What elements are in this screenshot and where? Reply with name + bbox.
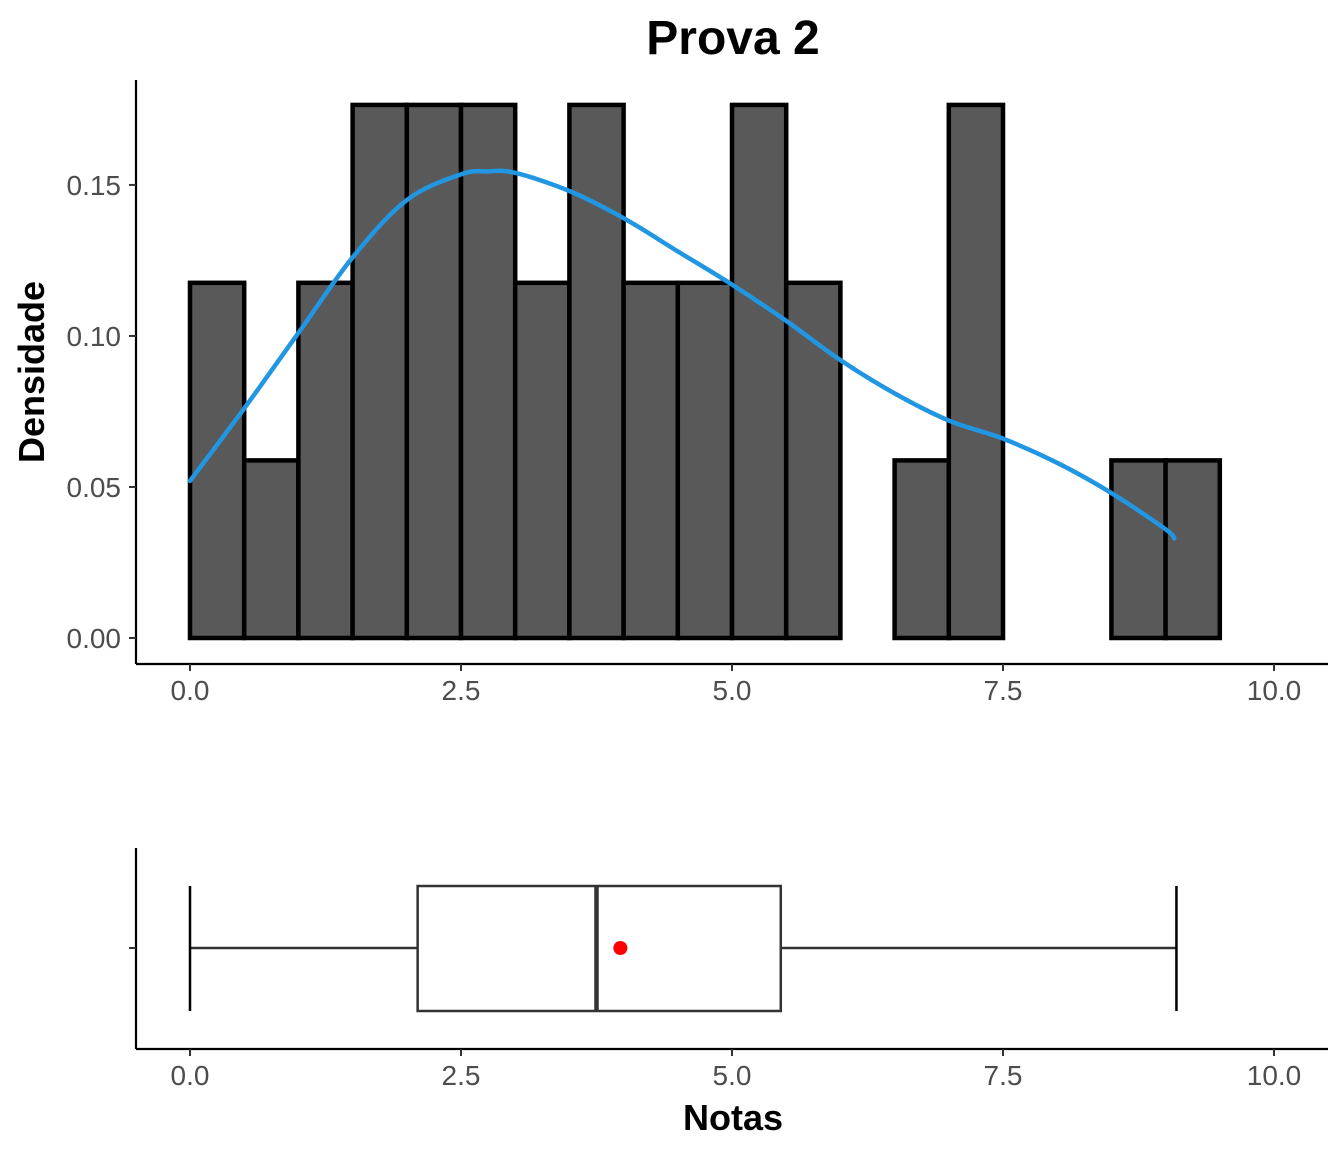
x-tick-label: 2.5 bbox=[442, 675, 481, 706]
boxplot-x-tick-label: 2.5 bbox=[442, 1060, 481, 1091]
boxplot-x-tick-label: 5.0 bbox=[713, 1060, 752, 1091]
boxplot-x-tick-label: 10.0 bbox=[1247, 1060, 1302, 1091]
histogram-bar bbox=[1109, 458, 1168, 641]
histogram-bar bbox=[187, 280, 247, 641]
density-curve bbox=[187, 168, 1177, 541]
boxplot-panel: 0.0 2.5 5.0 7.5 10.0 bbox=[129, 848, 1328, 1091]
x-tick-label: 10.0 bbox=[1247, 675, 1302, 706]
histogram-bar bbox=[783, 280, 843, 641]
boxplot-x-tick-label: 7.5 bbox=[984, 1060, 1023, 1091]
y-tick-label: 0.15 bbox=[67, 170, 122, 201]
y-tick-label: 0.10 bbox=[67, 321, 122, 352]
x-tick-label: 7.5 bbox=[984, 675, 1023, 706]
boxplot-x-tick-label: 0.0 bbox=[171, 1060, 210, 1091]
histogram-bar bbox=[241, 458, 301, 641]
x-tick-label: 0.0 bbox=[171, 675, 210, 706]
histogram-bar bbox=[621, 280, 681, 641]
iqr-box bbox=[416, 884, 783, 1013]
chart-title: Prova 2 bbox=[646, 12, 819, 65]
mean-point bbox=[613, 941, 628, 955]
histogram-bar bbox=[350, 102, 410, 641]
histogram-bar bbox=[512, 280, 572, 641]
y-tick-label: 0.00 bbox=[67, 623, 122, 654]
histogram-bar bbox=[892, 458, 952, 641]
histogram-bar bbox=[567, 102, 626, 641]
x-axis-title: Notas bbox=[683, 1097, 783, 1138]
histogram-bar bbox=[729, 102, 789, 641]
histogram-bar bbox=[946, 102, 1006, 641]
x-tick-label: 5.0 bbox=[713, 675, 752, 706]
histogram-bar bbox=[458, 102, 518, 641]
y-axis-title: Densidade bbox=[11, 281, 52, 463]
histogram-panel: 0.00 0.05 0.10 0.15 0.0 2.5 5.0 7.5 10.0 bbox=[67, 80, 1328, 706]
y-tick-label: 0.05 bbox=[67, 472, 122, 503]
histogram-bar bbox=[675, 280, 735, 641]
histogram-bar bbox=[1163, 458, 1223, 641]
histogram-bar bbox=[296, 280, 355, 641]
